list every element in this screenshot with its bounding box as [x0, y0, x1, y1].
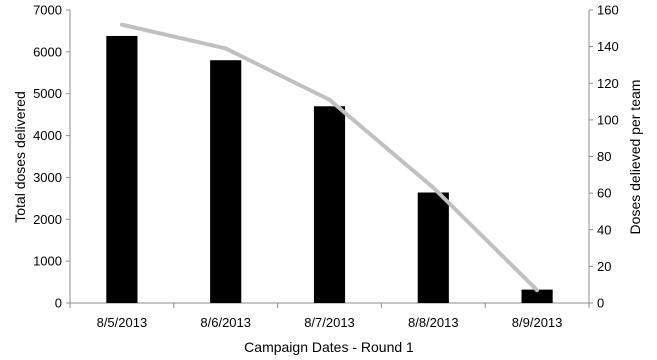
- right-y-tick-label: 40: [597, 222, 611, 237]
- left-y-tick-label: 7000: [33, 3, 62, 18]
- left-y-tick-label: 5000: [33, 86, 62, 101]
- right-y-tick-label: 0: [597, 296, 604, 311]
- left-y-tick-label: 2000: [33, 212, 62, 227]
- right-y-tick-label: 160: [597, 3, 619, 18]
- right-y-tick-labels: 0 20 40 60 80 100 120 140 160: [589, 3, 619, 311]
- bar-series: [106, 35, 553, 304]
- right-y-axis-title: Doses delieved per team: [627, 80, 643, 235]
- x-tick-label: 8/6/2013: [200, 315, 251, 330]
- right-y-tick-label: 100: [597, 112, 619, 127]
- x-tick-label: 8/8/2013: [408, 315, 459, 330]
- right-y-tick-label: 20: [597, 259, 611, 274]
- left-y-tick-label: 6000: [33, 44, 62, 59]
- right-y-tick-label: 60: [597, 186, 611, 201]
- left-y-tick-labels: 0 1000 2000 3000 4000 5000 6000 7000: [33, 3, 70, 311]
- x-tick-labels: 8/5/2013 8/6/2013 8/7/2013 8/8/2013 8/9/2013: [69, 303, 590, 330]
- left-y-axis-title: Total doses delivered: [12, 91, 28, 223]
- right-y-tick-label: 120: [597, 76, 619, 91]
- x-axis-title: Campaign Dates - Round 1: [244, 339, 414, 355]
- left-y-tick-label: 1000: [33, 254, 62, 269]
- x-tick-label: 8/9/2013: [512, 315, 563, 330]
- bar: [417, 192, 449, 303]
- bar: [313, 106, 346, 304]
- bar: [210, 60, 242, 303]
- left-y-tick-label: 3000: [33, 170, 62, 185]
- x-tick-label: 8/7/2013: [304, 315, 355, 330]
- right-y-tick-label: 80: [597, 149, 611, 164]
- left-y-tick-label: 0: [55, 296, 62, 311]
- left-y-tick-label: 4000: [33, 128, 62, 143]
- bar: [521, 289, 553, 303]
- line-series: [119, 22, 540, 293]
- right-y-tick-label: 140: [597, 39, 619, 54]
- x-tick-label: 8/5/2013: [97, 315, 148, 330]
- bar: [106, 35, 138, 304]
